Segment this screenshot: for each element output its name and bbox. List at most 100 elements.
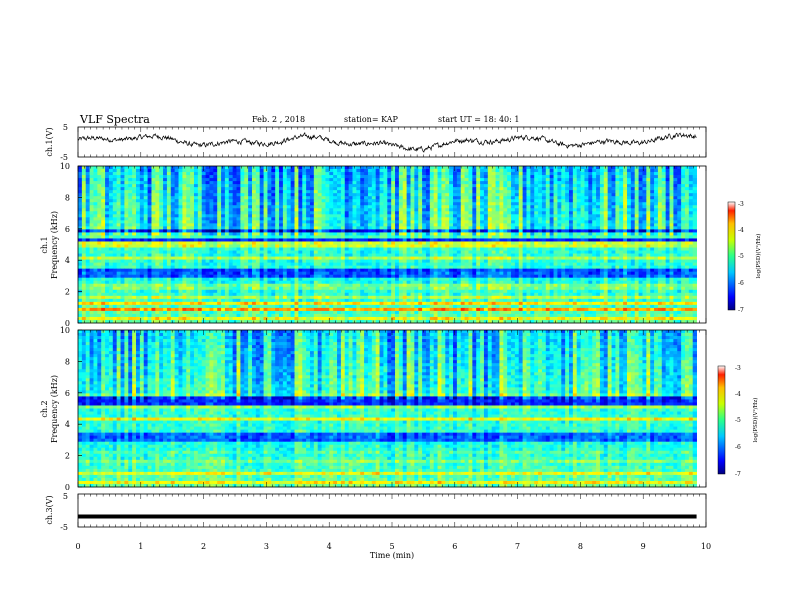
spectrogram-cell: [251, 253, 257, 257]
spectrogram-cell: [201, 199, 206, 203]
spectrogram-cell: [143, 220, 148, 224]
spectrogram-cell: [503, 196, 508, 200]
spectrogram-cell: [584, 175, 589, 179]
spectrogram-cell: [375, 196, 380, 200]
spectrogram-cell: [337, 202, 342, 206]
spectrogram-cell: [105, 229, 110, 233]
spectrogram-cell: [545, 232, 551, 236]
spectrogram-cell: [244, 190, 249, 194]
spectrogram-cell: [101, 196, 106, 200]
spectrogram-cell: [213, 184, 218, 188]
spectrogram-cell: [371, 220, 377, 224]
spectrogram-cell: [244, 232, 249, 236]
spectrogram-cell: [398, 184, 404, 188]
spectrogram-cell: [468, 208, 473, 212]
spectrogram-cell: [313, 178, 319, 182]
spectrogram-cell: [302, 190, 307, 194]
spectrogram-cell: [170, 244, 176, 248]
spectrogram-cell: [495, 208, 500, 212]
spectrogram-cell: [391, 217, 396, 221]
spectrogram-cell: [445, 220, 450, 224]
spectrogram-cell: [642, 250, 647, 254]
spectrogram-cell: [584, 214, 589, 218]
spectrogram-cell: [93, 202, 98, 206]
spectrogram-cell: [190, 244, 195, 248]
spectrogram-cell: [553, 196, 558, 200]
spectrogram-cell: [511, 202, 516, 206]
spectrogram-cell: [391, 181, 396, 185]
spectrogram-cell: [642, 253, 647, 257]
spectrogram-cell: [518, 250, 524, 254]
spectrogram-cell: [143, 229, 148, 233]
spectrogram-cell: [240, 241, 245, 245]
spectrogram-cell: [642, 217, 647, 221]
spectrogram-cell: [116, 259, 121, 264]
spectrogram-cell: [228, 217, 234, 221]
spectrogram-cell: [657, 208, 663, 212]
spectrogram-cell: [155, 217, 160, 221]
spectrogram-cell: [422, 211, 427, 215]
spectrogram-cell: [534, 223, 539, 227]
spectrogram-cell: [445, 244, 450, 248]
spectrogram-cell: [236, 205, 241, 209]
spectrogram-cell: [78, 247, 83, 251]
spectrogram-cell: [290, 235, 295, 239]
spectrogram-cell: [81, 172, 87, 176]
spectrogram-cell: [522, 256, 527, 260]
spectrogram-cell: [367, 235, 373, 239]
spectrogram-cell: [657, 190, 663, 194]
spectrogram-cell: [692, 253, 697, 257]
spectrogram-cell: [630, 166, 636, 170]
spectrogram-cell: [259, 232, 264, 236]
spectrogram-cell: [650, 172, 655, 176]
spectrogram-cell: [259, 238, 264, 242]
spectrogram-cell: [159, 199, 164, 203]
spectrogram-cell: [514, 184, 520, 188]
spectrogram-cell: [275, 253, 280, 257]
spectrogram-cell: [205, 253, 210, 257]
spectrogram-cell: [352, 205, 357, 209]
spectrogram-cell: [491, 202, 496, 206]
spectrogram-cell: [329, 238, 334, 242]
spectrogram-cell: [294, 205, 299, 209]
spectrogram-cell: [572, 184, 578, 188]
spectrogram-cell: [611, 172, 616, 176]
spectrogram-cell: [248, 226, 253, 230]
spectrogram-cell: [480, 196, 485, 200]
spectrogram-cell: [329, 217, 334, 221]
spectrogram-cell: [159, 232, 164, 236]
spectrogram-cell: [507, 166, 512, 170]
spectrogram-cell: [541, 166, 547, 170]
spectrogram-cell: [313, 172, 319, 176]
spectrogram-cell: [135, 208, 141, 212]
spectrogram-cell: [557, 169, 562, 173]
figure-station: station= KAP: [344, 115, 399, 124]
spectrogram-cell: [182, 232, 187, 236]
spectrogram-cell: [464, 178, 469, 182]
spectrogram-cell: [565, 217, 570, 221]
spectrogram-cell: [244, 178, 249, 182]
spectrogram-cell: [275, 202, 280, 206]
spectrogram-cell: [623, 226, 628, 230]
spectrogram-cell: [491, 238, 496, 242]
spectrogram-cell: [615, 205, 620, 209]
spectrogram-cell: [248, 181, 253, 185]
spectrogram-cell: [159, 223, 164, 227]
spectrogram-cell: [402, 244, 408, 248]
spectrogram-cell: [541, 235, 547, 239]
spectrogram-cell: [503, 247, 508, 251]
spectrogram-cell: [263, 238, 268, 242]
spectrogram-cell: [491, 244, 496, 248]
spectrogram-cell: [344, 256, 350, 260]
spectrogram-cell: [480, 190, 485, 194]
spectrogram-cell: [565, 235, 570, 239]
spectrogram-cell: [279, 238, 284, 242]
spectrogram-cell: [340, 235, 346, 239]
spectrogram-cell: [120, 187, 125, 191]
spectrogram-cell: [565, 190, 570, 194]
spectrogram-cell: [688, 229, 694, 233]
spectrogram-cell: [599, 217, 605, 221]
spectrogram-cell: [441, 193, 446, 197]
spectrogram-cell: [487, 196, 493, 200]
spectrogram-cell: [476, 250, 481, 254]
